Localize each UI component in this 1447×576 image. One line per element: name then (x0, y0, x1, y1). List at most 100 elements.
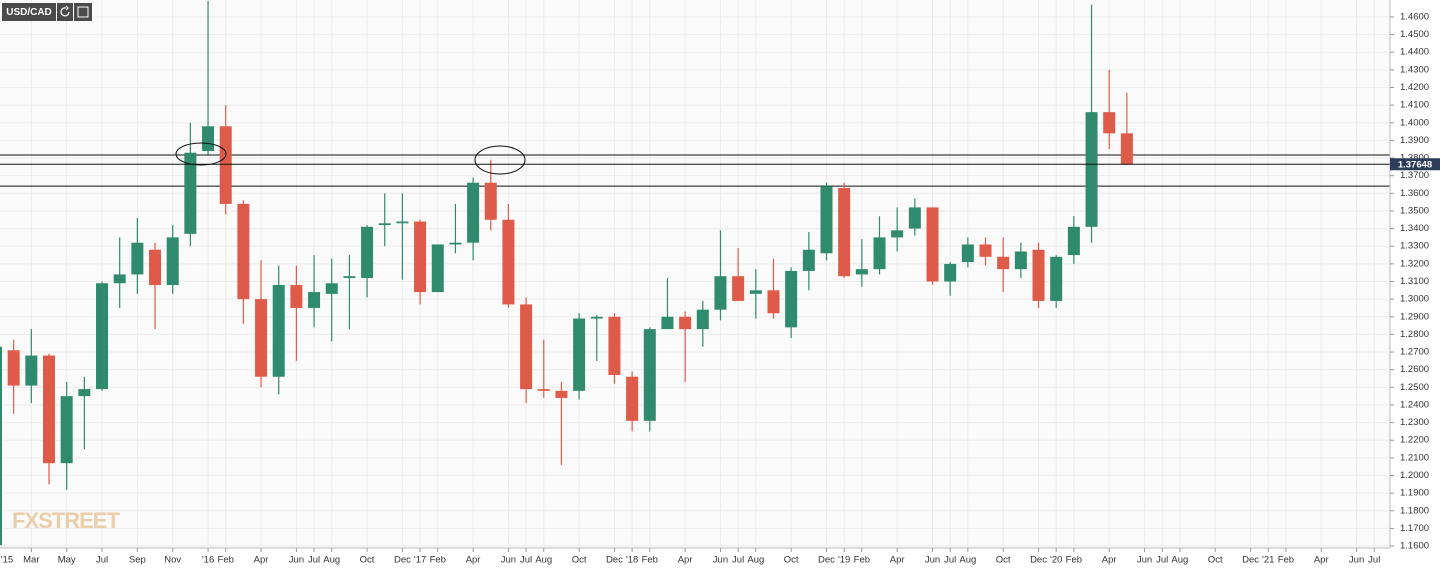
x-tick-label: Jul (96, 555, 108, 566)
y-tick-label: 1.1700 (1400, 523, 1429, 534)
candle-body (0, 346, 2, 546)
x-tick-label: Dec (1030, 555, 1047, 566)
candle-body (696, 309, 709, 330)
x-tick-label: Apr (890, 555, 905, 566)
x-tick-label: Feb (218, 555, 234, 566)
candle-body (608, 316, 621, 375)
y-tick-label: 1.1800 (1400, 505, 1429, 516)
candle-body (414, 221, 427, 293)
y-tick-label: 1.3700 (1400, 170, 1429, 181)
candle-body (590, 316, 603, 319)
x-tick-label: Feb (854, 555, 870, 566)
symbol-label[interactable]: USD/CAD (6, 7, 52, 18)
x-tick-label: Sep (129, 555, 146, 566)
x-tick-label: Feb (1278, 555, 1294, 566)
x-tick-label: Apr (254, 555, 269, 566)
x-tick-label: Aug (747, 555, 764, 566)
refresh-button[interactable] (57, 3, 73, 21)
candle-body (449, 242, 462, 245)
candle-body (255, 299, 268, 377)
candle-body (378, 223, 391, 226)
x-tick-label: Apr (466, 555, 481, 566)
y-tick-label: 1.2700 (1400, 347, 1429, 358)
y-tick-label: 1.2000 (1400, 470, 1429, 481)
candle-body (96, 283, 109, 390)
annotation-ellipse (175, 142, 227, 166)
x-tick-label: '16 (202, 555, 214, 566)
candle-body (908, 207, 921, 229)
candle-body (573, 318, 586, 391)
candle-body (1120, 133, 1133, 165)
x-tick-label: Dec (1242, 555, 1259, 566)
candle-body (661, 316, 674, 330)
y-tick-label: 1.4500 (1400, 29, 1429, 40)
x-tick-label: '15 (1, 555, 13, 566)
candle-body (820, 186, 833, 254)
y-tick-label: 1.2900 (1400, 311, 1429, 322)
y-tick-label: 1.3400 (1400, 223, 1429, 234)
x-tick-label: Aug (535, 555, 552, 566)
axes: 1.1600 1.1700 1.1800 1.1900 1.2000 1.2100 1.22… (1, 11, 1440, 566)
x-tick-label: Jul (1368, 555, 1380, 566)
candles (0, 1, 1390, 546)
candle-body (219, 126, 232, 204)
candle-body (325, 283, 338, 294)
x-tick-label: Oct (784, 555, 799, 566)
candle-body (7, 350, 20, 386)
refresh-icon (60, 5, 70, 17)
last-price-box (1390, 158, 1440, 171)
candle-body (997, 256, 1010, 270)
candle-body (555, 390, 568, 398)
candle-body (785, 270, 798, 328)
x-tick-label: Aug (323, 555, 340, 566)
calendar-icon (77, 6, 89, 18)
watermark: FXSTREET (12, 508, 120, 533)
candle-body (202, 126, 215, 151)
candle-body (43, 355, 56, 464)
candle-body (1085, 112, 1098, 227)
x-tick-label: Oct (360, 555, 375, 566)
x-tick-label: Oct (572, 555, 587, 566)
y-tick-label: 1.2100 (1400, 452, 1429, 463)
x-tick-label: Jul (1156, 555, 1168, 566)
x-tick-label: Jun (925, 555, 940, 566)
candle-body (1103, 112, 1116, 134)
x-tick-label: Jul (944, 555, 956, 566)
x-tick-label: Jun (501, 555, 516, 566)
x-tick-label: Jun (289, 555, 304, 566)
candle-body (343, 276, 356, 278)
candle-body (149, 249, 162, 286)
candle-body (113, 274, 126, 284)
x-tick-label: Jun (1137, 555, 1152, 566)
x-tick-label: '20 (1050, 555, 1062, 566)
candle-body (838, 188, 851, 277)
candle-body (431, 244, 444, 293)
y-tick-label: 1.2600 (1400, 364, 1429, 375)
x-tick-label: '19 (838, 555, 850, 566)
x-tick-label: Oct (996, 555, 1011, 566)
y-tick-label: 1.4000 (1400, 117, 1429, 128)
y-tick-label: 1.2800 (1400, 329, 1429, 340)
candle-body (184, 152, 197, 234)
candle-body (626, 376, 639, 421)
candle-body (714, 276, 727, 310)
symbol-box[interactable] (2, 3, 56, 21)
x-tick-label: Jun (713, 555, 728, 566)
x-tick-label: Mar (23, 555, 39, 566)
y-tick-label: 1.3500 (1400, 205, 1429, 216)
y-tick-label: 1.3900 (1400, 135, 1429, 146)
x-tick-label: Aug (1171, 555, 1188, 566)
calendar-button[interactable] (74, 3, 92, 21)
y-tick-label: 1.1600 (1400, 541, 1429, 552)
candle-body (308, 292, 321, 308)
y-tick-label: 1.2200 (1400, 435, 1429, 446)
y-tick-label: 1.2500 (1400, 382, 1429, 393)
x-tick-label: Apr (678, 555, 693, 566)
candle-body (502, 219, 515, 305)
candle-body (979, 244, 992, 257)
y-tick-label: 1.3600 (1400, 188, 1429, 199)
candle-body (1032, 249, 1045, 301)
x-tick-label: Jul (308, 555, 320, 566)
candle-body (926, 207, 939, 282)
